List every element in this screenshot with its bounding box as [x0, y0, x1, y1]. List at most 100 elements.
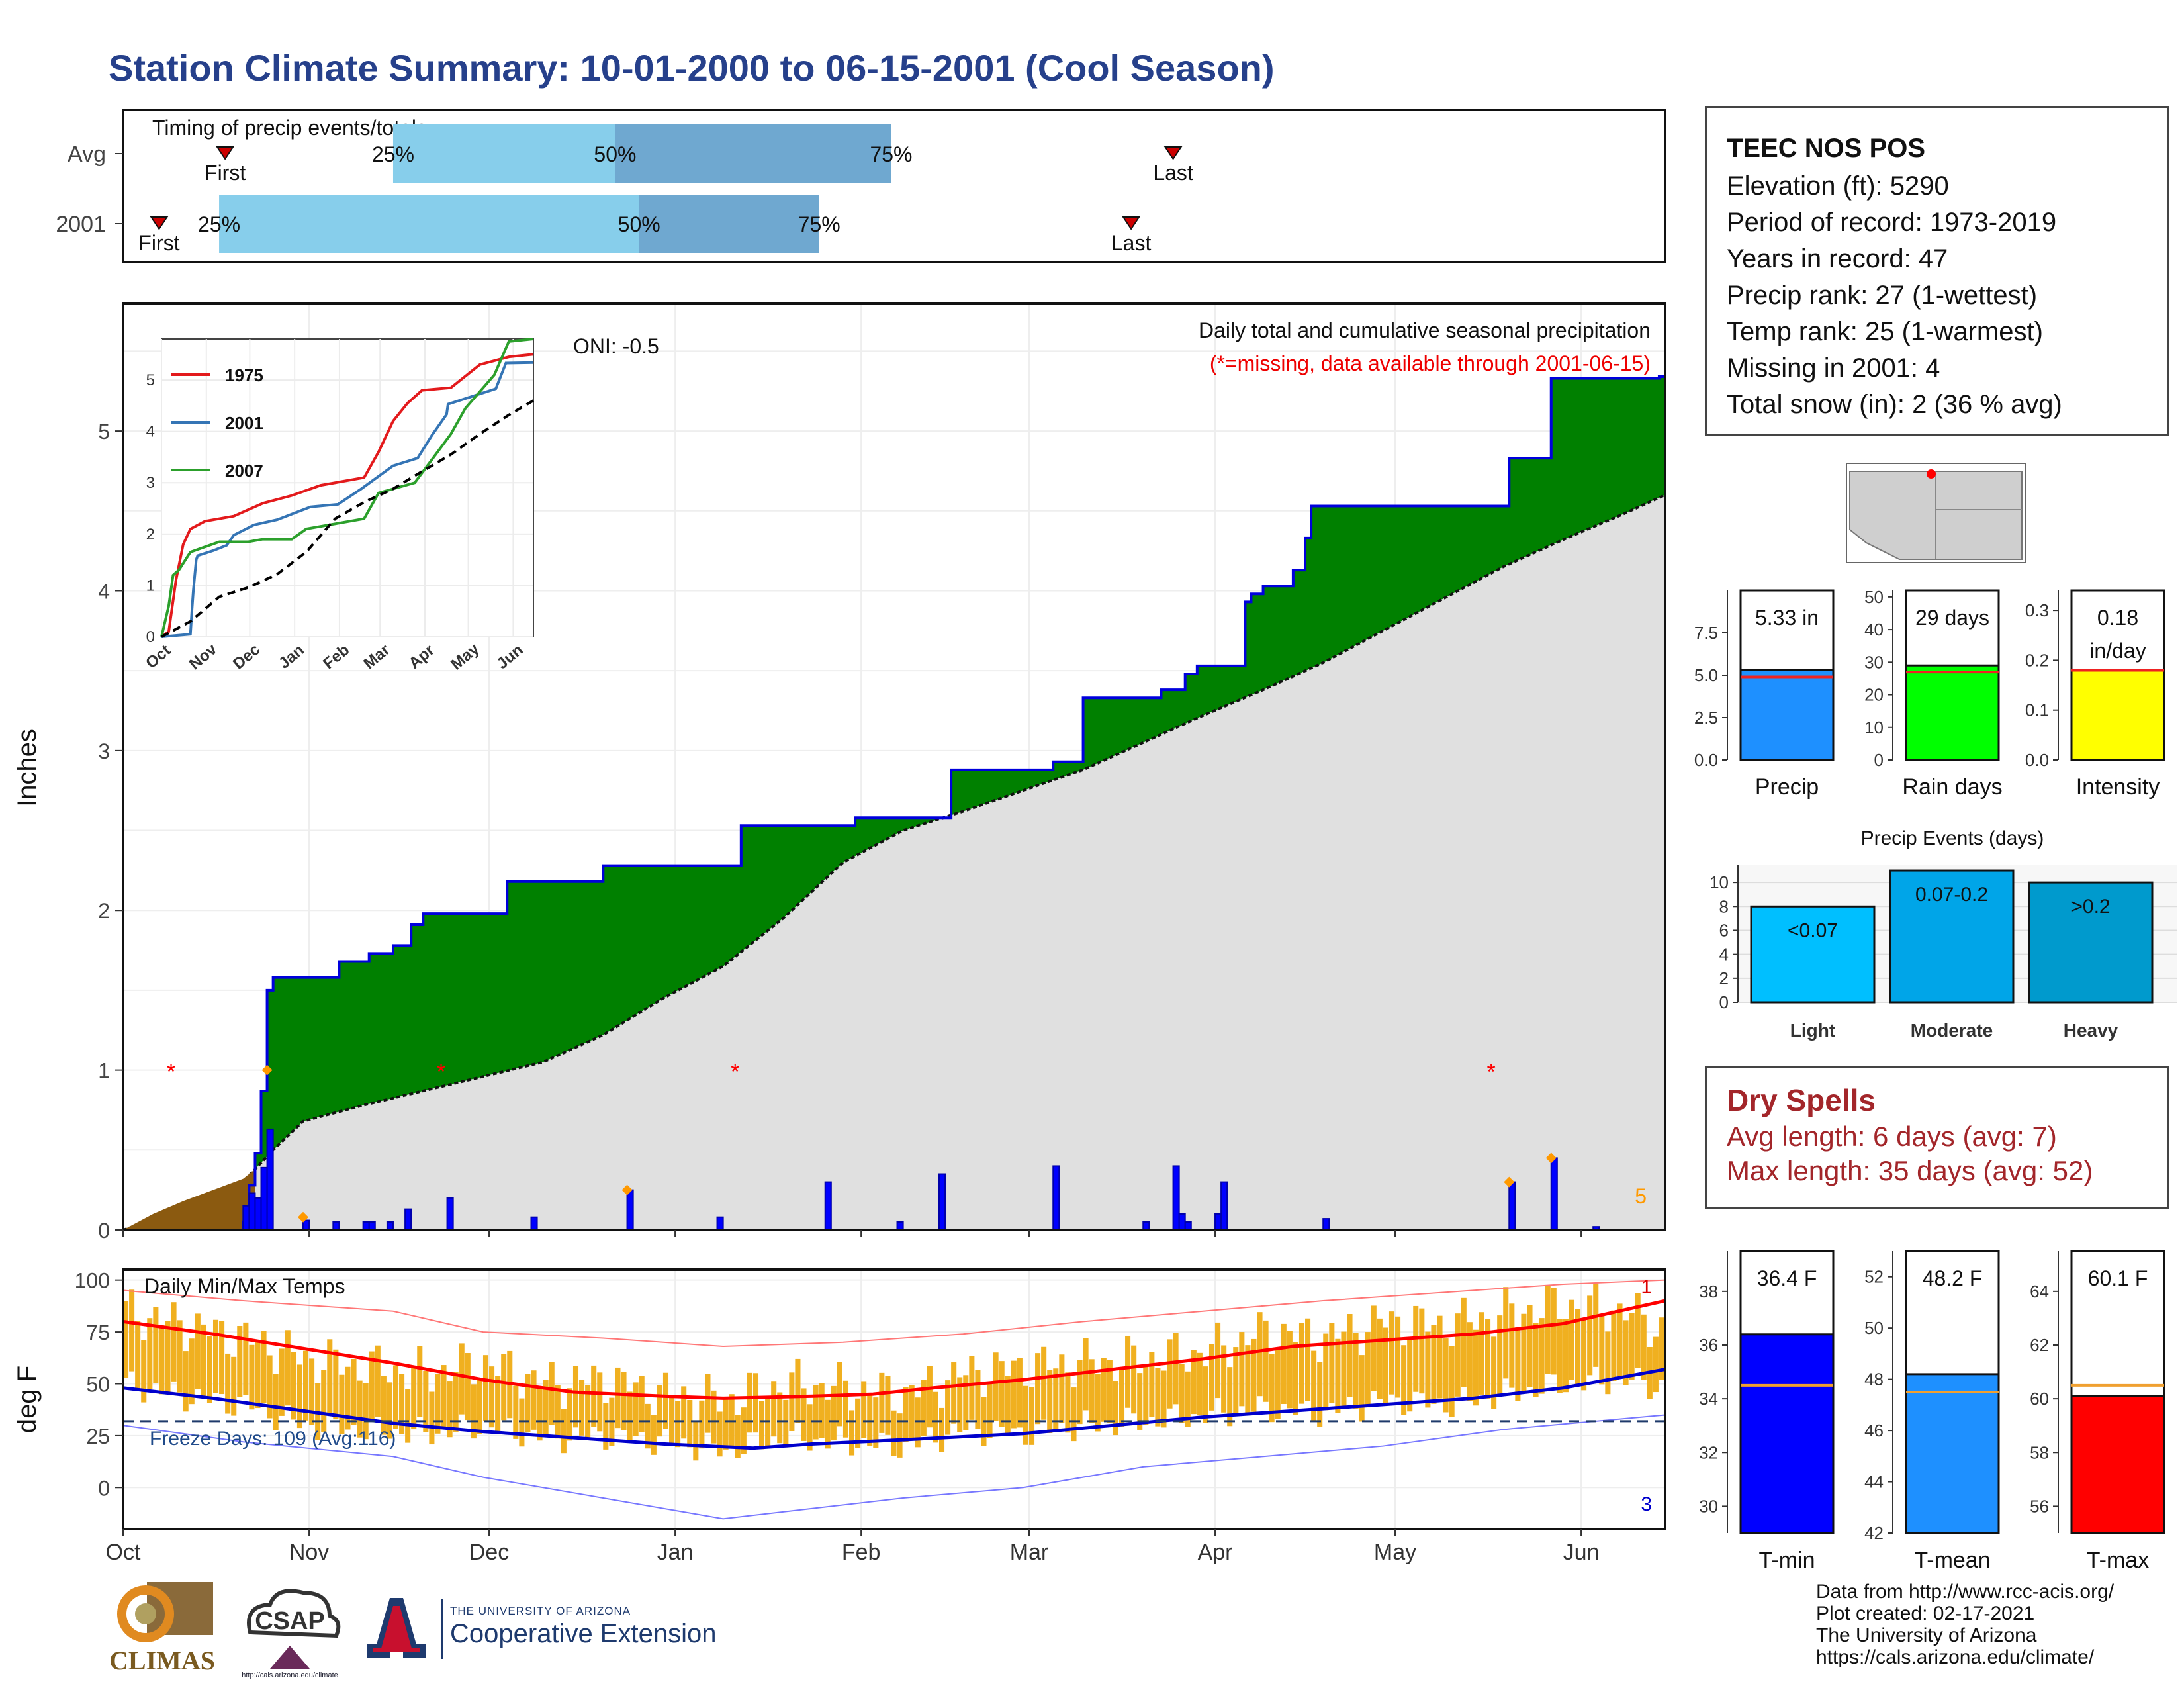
daily-temp-bar: [183, 1351, 189, 1412]
event-bar-label: 0.07-0.2: [1915, 884, 1988, 906]
missing-note: (*=missing, data available through 2001-…: [1210, 352, 1651, 375]
daily-temp-bar: [561, 1409, 567, 1454]
events-title: Precip Events (days): [1861, 827, 2044, 849]
value-bar: [1905, 1373, 2000, 1534]
y-tick-label: 5: [98, 420, 110, 444]
daily-temp-bar: [819, 1383, 825, 1438]
month-label: Apr: [1198, 1540, 1233, 1565]
daily-temp-bar: [1467, 1322, 1473, 1401]
daily-temp-bar: [1329, 1323, 1335, 1404]
daily-temp-bar: [141, 1340, 147, 1403]
daily-temp-bar: [765, 1398, 771, 1448]
daily-precip-bar: [1220, 1181, 1228, 1231]
daily-temp-bar: [597, 1372, 603, 1432]
daily-temp-bar: [1461, 1297, 1467, 1387]
daily-temp-bar: [1563, 1319, 1569, 1393]
daily-temp-bar: [591, 1365, 597, 1427]
y-tick-label: 0: [98, 1219, 110, 1243]
daily-temp-bar: [1028, 1387, 1035, 1445]
inset-frame: [161, 338, 534, 637]
daily-temp-bar: [1137, 1373, 1143, 1430]
event-bar-label: >0.2: [2071, 896, 2110, 917]
snow-count: 5: [1635, 1184, 1647, 1208]
y-tick-label: 64: [2030, 1282, 2049, 1301]
daily-temp-bar: [206, 1336, 212, 1403]
daily-temp-bar: [693, 1421, 699, 1461]
daily-temp-bar: [1053, 1368, 1059, 1432]
daily-temp-bar: [723, 1399, 729, 1450]
daily-temp-bar: [1233, 1347, 1239, 1415]
daily-temp-bar: [771, 1381, 777, 1437]
csap-logo-text: CSAP: [255, 1607, 325, 1635]
daily-temp-bar: [1005, 1376, 1011, 1436]
daily-temp-bar: [189, 1338, 195, 1405]
timing-label-p50: 50%: [618, 212, 660, 236]
dry-spells-avg: Avg length: 6 days (avg: 7): [1727, 1121, 2057, 1152]
month-label: Nov: [289, 1540, 329, 1565]
daily-temp-bar: [249, 1344, 255, 1410]
bar-category-label: T-max: [2087, 1548, 2149, 1573]
station-line: Elevation (ft): 5290: [1727, 171, 1949, 201]
timing-marker-last: [1122, 216, 1140, 230]
y-axis-label: Inches: [13, 729, 42, 807]
month-label: Feb: [842, 1540, 881, 1565]
daily-temp-bar: [363, 1383, 369, 1440]
daily-temp-bar: [1413, 1305, 1419, 1392]
source-line: Plot created: 02-17-2021: [1816, 1603, 2035, 1624]
y-tick-label: 42: [1864, 1523, 1884, 1543]
timing-bar-50-75: [615, 124, 891, 183]
daily-temp-bar: [1533, 1323, 1539, 1397]
station-line: Missing in 2001: 4: [1727, 353, 1940, 383]
missing-marker: *: [731, 1060, 739, 1085]
inset-y-tick-label: 1: [146, 577, 155, 594]
daily-temp-bar: [435, 1374, 441, 1434]
daily-temp-bar: [1449, 1346, 1455, 1417]
source-credits: Data from http://www.rcc-acis.org/ Plot …: [1816, 1581, 2114, 1668]
y-tick-label: 62: [2030, 1335, 2049, 1355]
daily-temp-bar: [657, 1385, 662, 1437]
record-high-count: 1: [1641, 1276, 1652, 1298]
daily-temp-bar: [201, 1324, 206, 1396]
y-tick-label: 50: [86, 1372, 110, 1396]
deficit-area: [123, 1169, 255, 1230]
y-tick-label: 46: [1864, 1421, 1884, 1440]
y-tick-label: 0: [1719, 992, 1729, 1012]
daily-temp-bar: [405, 1389, 411, 1443]
daily-temp-bar: [537, 1388, 543, 1441]
daily-temp-bar: [1287, 1331, 1293, 1409]
daily-temp-bar: [1263, 1320, 1269, 1402]
event-bar: [1750, 905, 1876, 1004]
inset-y-tick-label: 5: [146, 371, 155, 389]
daily-temp-bar: [129, 1289, 135, 1372]
daily-temp-bar: [339, 1374, 345, 1434]
missing-marker: *: [1486, 1060, 1495, 1085]
daily-temp-bar: [1251, 1338, 1257, 1412]
daily-temp-bar: [1599, 1313, 1605, 1385]
daily-temp-bar: [501, 1354, 507, 1421]
daily-temp-bar: [705, 1374, 711, 1433]
events-chart: Precip Events (days) 0 2 4 6 8 10 <0.07 Light 0.0…: [1709, 827, 2177, 1041]
daily-precip-bar: [716, 1216, 724, 1231]
daily-precip-bar: [1322, 1218, 1330, 1231]
bar-category-label: Intensity: [2076, 774, 2160, 800]
daily-temp-bar: [1581, 1319, 1587, 1391]
y-tick-label: 2: [98, 899, 110, 923]
timing-marker-first: [216, 146, 234, 160]
daily-temp-bar: [842, 1380, 849, 1438]
y-tick-label: 20: [1864, 685, 1884, 705]
month-label: Jun: [1563, 1540, 1600, 1565]
temps-frame: [122, 1268, 1666, 1530]
event-category-label: Moderate: [1911, 1020, 1993, 1041]
daily-temp-bar: [309, 1358, 315, 1425]
daily-temp-bar: [1659, 1317, 1664, 1380]
daily-temp-bar: [1539, 1318, 1545, 1394]
daily-temp-bar: [1197, 1352, 1203, 1416]
daily-temp-bar: [675, 1401, 681, 1448]
daily-temp-bar: [123, 1301, 129, 1378]
station-line: Precip rank: 27 (1-wettest): [1727, 281, 2038, 310]
dry-spells-box: Dry Spells Avg length: 6 days (avg: 7) M…: [1705, 1066, 2169, 1209]
timing-label-first: First: [138, 231, 179, 255]
daily-temp-bar: [1275, 1348, 1281, 1419]
